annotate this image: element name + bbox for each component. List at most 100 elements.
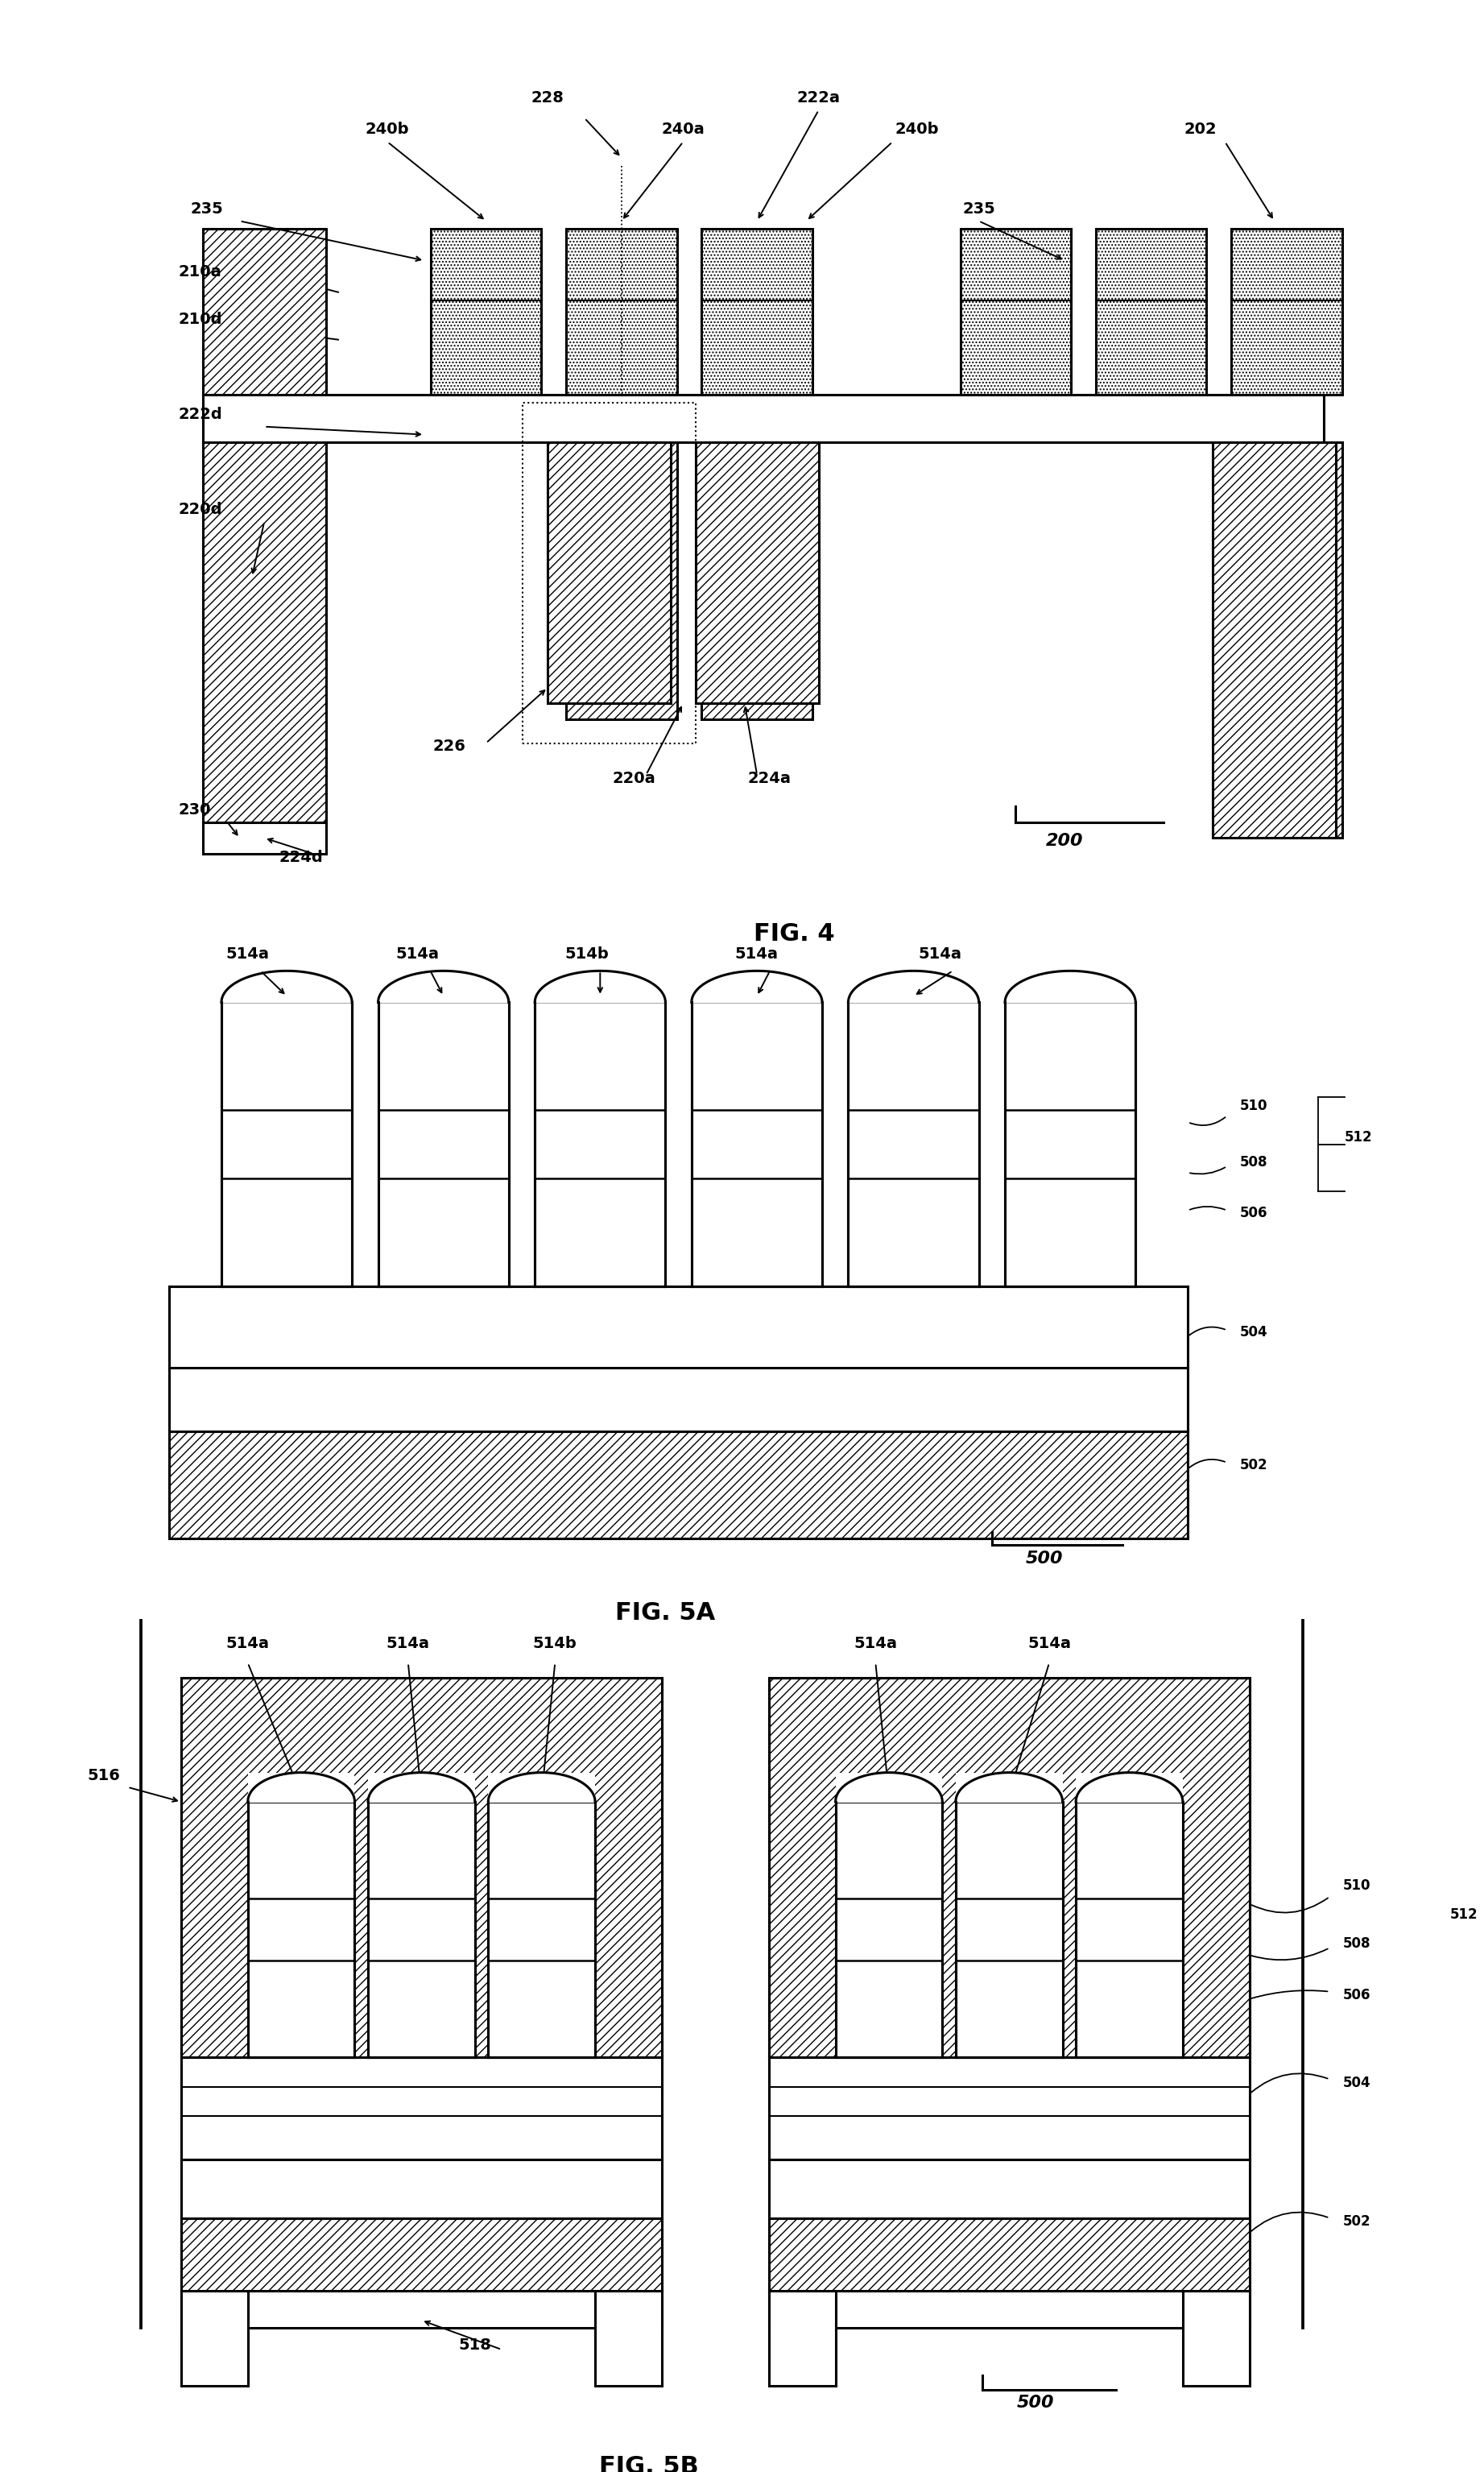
Text: 514b: 514b (565, 947, 608, 962)
Bar (1076, 1772, 1183, 2057)
Text: 210a: 210a (178, 265, 221, 279)
Text: 502: 502 (1241, 1458, 1267, 1473)
Text: 514a: 514a (226, 947, 269, 962)
Text: FIG. 4: FIG. 4 (754, 922, 834, 947)
Bar (835, 1802, 942, 2057)
Text: 224a: 224a (748, 771, 791, 786)
Bar (1183, 2292, 1250, 2385)
Text: 222a: 222a (797, 91, 840, 106)
Text: 514b: 514b (533, 1636, 577, 1651)
Text: 506: 506 (1241, 1206, 1267, 1221)
Bar (769, 2057, 1250, 2161)
Bar (956, 1802, 1063, 2057)
Bar (696, 442, 819, 705)
Bar (769, 1678, 1250, 2057)
Text: FIG. 5B: FIG. 5B (598, 2455, 699, 2472)
Bar (534, 1004, 665, 1285)
Bar (692, 1004, 822, 1285)
Bar (769, 2292, 835, 2385)
Bar (430, 230, 542, 396)
Bar (960, 230, 1071, 396)
Text: 510: 510 (1241, 1098, 1267, 1112)
Text: 502: 502 (1343, 2215, 1371, 2230)
Bar (956, 1772, 1063, 2057)
Bar (181, 2161, 662, 2217)
Text: 514a: 514a (919, 947, 962, 962)
Bar (565, 230, 677, 396)
Text: 220d: 220d (178, 502, 223, 517)
Bar (203, 396, 1324, 442)
Text: 508: 508 (1343, 1936, 1371, 1950)
Text: 230: 230 (178, 803, 211, 818)
Text: 516: 516 (88, 1767, 120, 1782)
Bar (769, 2292, 1250, 2329)
Text: 224d: 224d (279, 850, 324, 865)
Bar (565, 442, 677, 719)
Bar (169, 1367, 1187, 1431)
Bar (203, 230, 326, 838)
Bar (181, 2217, 662, 2292)
Bar (702, 230, 812, 396)
Text: 514a: 514a (226, 1636, 270, 1651)
Text: 504: 504 (1241, 1325, 1267, 1340)
Bar (769, 2217, 1250, 2292)
Text: 210d: 210d (178, 311, 223, 326)
Bar (368, 1772, 475, 2057)
Text: 500: 500 (1025, 1550, 1063, 1567)
Bar (221, 1004, 352, 1285)
Text: 514a: 514a (396, 947, 439, 962)
Bar (769, 2161, 1250, 2217)
Text: 514a: 514a (386, 1636, 430, 1651)
Bar (1005, 1004, 1135, 1285)
Text: 512: 512 (1450, 1908, 1478, 1921)
Text: 220a: 220a (613, 771, 656, 786)
Bar (769, 1678, 1250, 2057)
Text: 202: 202 (1184, 121, 1217, 138)
Bar (1232, 230, 1342, 396)
Text: 512: 512 (1345, 1130, 1373, 1145)
Bar (181, 2292, 662, 2329)
Text: 518: 518 (459, 2339, 491, 2353)
Text: 200: 200 (1046, 833, 1083, 850)
Bar (548, 442, 671, 705)
Text: 514a: 514a (1027, 1636, 1071, 1651)
Bar (181, 1678, 662, 2057)
Text: 506: 506 (1343, 1987, 1371, 2002)
Text: 500: 500 (1017, 2395, 1055, 2410)
Text: 514a: 514a (735, 947, 779, 962)
Text: 222d: 222d (178, 408, 223, 423)
Bar (203, 823, 326, 853)
Bar (849, 1004, 979, 1285)
Bar (522, 403, 696, 744)
Text: 514a: 514a (853, 1636, 898, 1651)
Text: 240b: 240b (365, 121, 410, 138)
Text: 235: 235 (962, 200, 996, 218)
Bar (1076, 1802, 1183, 2057)
Bar (1212, 442, 1336, 838)
Bar (378, 1004, 509, 1285)
Bar (1095, 230, 1206, 396)
Text: 235: 235 (190, 200, 223, 218)
Bar (702, 442, 812, 719)
Bar (835, 1772, 942, 2057)
Bar (169, 1285, 1187, 1367)
Text: 240b: 240b (895, 121, 939, 138)
Bar (488, 1772, 595, 2057)
Text: 240a: 240a (662, 121, 705, 138)
Text: 226: 226 (433, 739, 466, 754)
Text: 228: 228 (531, 91, 564, 106)
Text: 510: 510 (1343, 1879, 1371, 1894)
Bar (488, 1802, 595, 2057)
Bar (248, 1772, 355, 2057)
Bar (368, 1802, 475, 2057)
Bar (595, 2292, 662, 2385)
Bar (248, 1802, 355, 2057)
Bar (181, 1678, 662, 2057)
Text: 504: 504 (1343, 2076, 1371, 2089)
Text: FIG. 5A: FIG. 5A (616, 1602, 715, 1624)
Bar (1232, 442, 1342, 838)
Bar (181, 2057, 662, 2161)
Bar (181, 2292, 248, 2385)
Text: 508: 508 (1241, 1154, 1267, 1169)
Bar (169, 1431, 1187, 1538)
